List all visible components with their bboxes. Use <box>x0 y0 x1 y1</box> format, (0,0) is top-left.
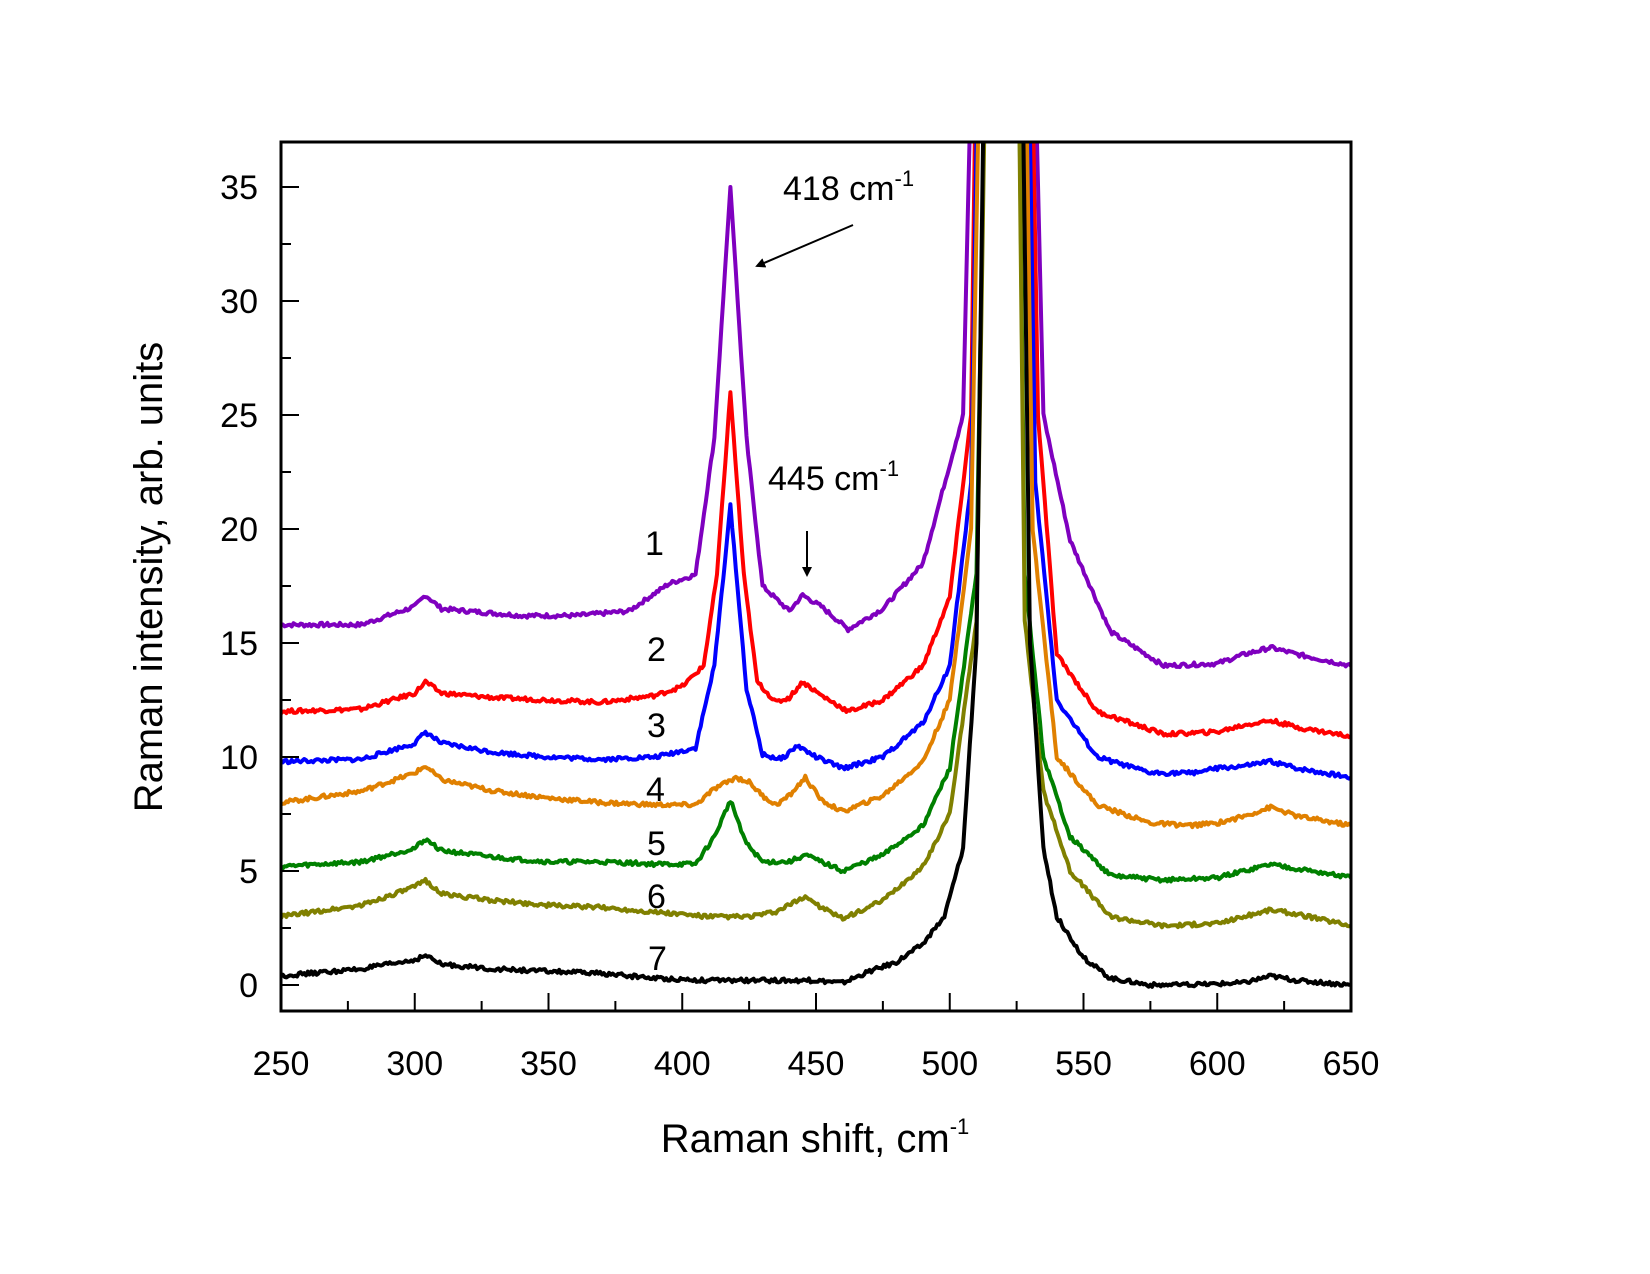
x-tick-label: 600 <box>1189 1045 1246 1083</box>
x-tick-label: 400 <box>654 1045 711 1083</box>
annotation-445: 445 cm-1 <box>768 456 899 577</box>
y-tick-label: 20 <box>220 511 258 549</box>
x-tick-label: 550 <box>1055 1045 1112 1083</box>
series-line-3 <box>281 142 1351 781</box>
y-tick-label: 5 <box>239 853 258 891</box>
x-tick-label: 650 <box>1323 1045 1380 1083</box>
curve-label-5: 5 <box>647 825 666 863</box>
annotation-445-text: 445 cm <box>768 460 880 498</box>
y-tick-label: 30 <box>220 283 258 321</box>
x-axis-title-text: Raman shift, cm <box>661 1117 950 1161</box>
x-axis-title-sup: -1 <box>950 1114 970 1139</box>
curve-labels: 1 2 3 4 5 6 7 <box>645 525 667 978</box>
annotation-418: 418 cm-1 <box>755 166 914 268</box>
y-tick-label: 10 <box>220 739 258 777</box>
series-group <box>281 142 1351 989</box>
x-tick-label: 350 <box>520 1045 577 1083</box>
annotation-418-sup: -1 <box>895 166 915 191</box>
series-line-6 <box>281 142 1351 930</box>
svg-text:418 cm-1: 418 cm-1 <box>783 166 914 208</box>
x-tick-label: 250 <box>253 1045 310 1083</box>
curve-label-2: 2 <box>647 631 666 669</box>
annotation-418-arrow <box>755 224 854 268</box>
x-tick-label: 300 <box>386 1045 443 1083</box>
annotation-418-text: 418 cm <box>783 170 895 208</box>
curve-label-7: 7 <box>648 940 667 978</box>
x-tick-label: 450 <box>788 1045 845 1083</box>
x-tick-label: 500 <box>921 1045 978 1083</box>
series-line-7 <box>281 142 1351 989</box>
y-tick-label: 15 <box>220 625 258 663</box>
y-tick-label: 25 <box>220 397 258 435</box>
y-axis-ticks <box>281 186 299 986</box>
x-axis-ticks <box>280 993 1352 1011</box>
curve-label-3: 3 <box>647 707 666 745</box>
y-axis-tick-labels: 0 5 10 15 20 25 30 35 <box>220 169 258 1005</box>
curve-label-4: 4 <box>646 771 665 809</box>
y-axis-title: Raman intensity, arb. units <box>127 342 171 813</box>
series-line-5 <box>281 142 1351 884</box>
svg-text:445 cm-1: 445 cm-1 <box>768 456 899 498</box>
curve-label-6: 6 <box>647 878 666 916</box>
x-axis-tick-labels: 250 300 350 400 450 500 550 600 650 <box>253 1045 1380 1083</box>
curve-label-1: 1 <box>645 525 664 563</box>
y-tick-label: 0 <box>239 967 258 1005</box>
x-axis-title: Raman shift, cm-1 <box>661 1114 970 1161</box>
series-line-2 <box>281 142 1351 740</box>
series-line-1 <box>281 142 1351 670</box>
y-tick-label: 35 <box>220 169 258 207</box>
series-line-4 <box>281 142 1351 830</box>
annotation-445-sup: -1 <box>880 456 900 481</box>
